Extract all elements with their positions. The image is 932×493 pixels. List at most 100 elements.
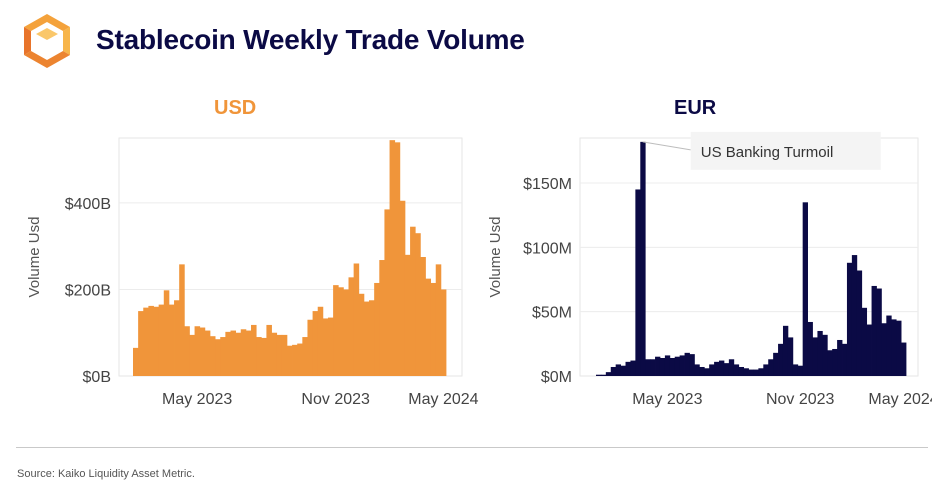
usd-bar xyxy=(189,334,195,376)
usd-bar xyxy=(312,311,319,376)
page-title: Stablecoin Weekly Trade Volume xyxy=(96,24,525,55)
usd-x-tick-label: Nov 2023 xyxy=(301,391,370,408)
usd-bar xyxy=(174,300,180,376)
eur-bar xyxy=(787,337,794,376)
usd-bar xyxy=(343,289,349,376)
usd-volume-chart: $0B $200B $400B May 2023 Nov 2023 May 2024 Vol… xyxy=(26,137,479,408)
eur-annotation-box xyxy=(690,131,881,170)
usd-bar xyxy=(138,311,144,376)
eur-bar xyxy=(817,330,823,376)
usd-bar xyxy=(394,142,401,376)
usd-x-tick-label: May 2024 xyxy=(408,391,478,408)
source-note: Source: Kaiko Liquidity Asset Metric. xyxy=(17,468,195,480)
eur-bar xyxy=(901,342,907,376)
usd-x-tick-label: May 2023 xyxy=(162,391,232,408)
usd-bar xyxy=(199,327,206,376)
usd-bar xyxy=(302,337,308,376)
usd-bar xyxy=(384,209,390,376)
usd-bar xyxy=(333,285,339,376)
eur-bar xyxy=(876,288,882,376)
usd-bar xyxy=(143,307,149,376)
eur-bar xyxy=(861,307,868,376)
usd-bar xyxy=(184,326,190,376)
eur-bar xyxy=(650,359,656,376)
eur-bar xyxy=(640,141,646,376)
eur-bar xyxy=(615,364,621,376)
eur-bar xyxy=(778,343,784,376)
usd-bar xyxy=(240,329,247,376)
eur-bar xyxy=(728,359,735,376)
eur-x-tick-label: Nov 2023 xyxy=(766,391,835,408)
usd-bar xyxy=(420,257,426,376)
eur-bar xyxy=(827,350,833,376)
eur-bar xyxy=(743,368,749,376)
eur-bar xyxy=(645,359,651,376)
usd-bar xyxy=(327,317,334,376)
eur-annotation-label: US Banking Turmoil xyxy=(701,144,834,161)
eur-bar xyxy=(891,319,897,376)
eur-bar xyxy=(669,357,676,376)
eur-bar xyxy=(758,368,764,376)
eur-bar xyxy=(773,352,779,376)
usd-bar xyxy=(220,337,226,376)
eur-bar xyxy=(812,337,818,376)
eur-bar xyxy=(792,364,799,376)
usd-bar xyxy=(276,334,283,376)
eur-bar xyxy=(763,364,769,376)
usd-bar xyxy=(194,326,201,376)
usd-bar xyxy=(292,344,298,376)
eur-bar xyxy=(596,374,602,376)
usd-bar xyxy=(251,324,257,376)
eur-bar xyxy=(851,255,858,376)
usd-bar xyxy=(322,318,329,376)
usd-bar xyxy=(307,319,313,376)
eur-bar xyxy=(886,315,892,376)
usd-bar xyxy=(353,263,360,376)
usd-bar xyxy=(369,300,375,376)
usd-y-tick-label: $200B xyxy=(65,282,111,299)
eur-bar xyxy=(605,372,612,376)
usd-bar xyxy=(297,343,303,376)
usd-bar xyxy=(204,330,211,376)
usd-bar xyxy=(153,306,160,376)
eur-bar xyxy=(768,359,774,376)
usd-bar xyxy=(317,306,324,376)
usd-bar xyxy=(374,282,380,376)
usd-bar xyxy=(281,334,288,376)
usd-bar xyxy=(179,264,185,376)
usd-bar xyxy=(425,278,432,376)
eur-annotation-pointer xyxy=(642,141,691,151)
eur-bar xyxy=(807,321,813,376)
eur-bar xyxy=(802,202,808,376)
usd-bar xyxy=(440,289,447,376)
usd-bar xyxy=(261,337,267,376)
usd-bar xyxy=(256,337,262,376)
usd-chart-title: USD xyxy=(214,97,257,119)
usd-y-tick-label: $400B xyxy=(65,196,111,213)
usd-bar xyxy=(230,330,237,376)
usd-bar xyxy=(225,331,231,376)
usd-bar xyxy=(271,332,278,376)
eur-bar xyxy=(664,355,671,376)
usd-bar xyxy=(410,226,416,376)
eur-bar xyxy=(679,355,685,376)
eur-x-tick-label: May 2023 xyxy=(632,391,702,408)
usd-bar xyxy=(133,347,139,376)
eur-bar xyxy=(630,360,636,376)
usd-y-axis-label: Volume Usd xyxy=(26,217,43,298)
eur-chart-title: EUR xyxy=(674,97,717,119)
usd-bar xyxy=(209,336,216,376)
eur-bar xyxy=(846,262,853,376)
eur-volume-chart: $0M $50M $100M $150M May 2023 Nov 2023 May 202… xyxy=(487,131,932,408)
eur-bar xyxy=(832,348,838,376)
usd-bar xyxy=(245,330,252,376)
usd-bar xyxy=(235,332,242,376)
usd-y-tick-label: $0B xyxy=(83,369,111,386)
usd-bar xyxy=(266,324,272,376)
eur-bar xyxy=(694,364,700,376)
usd-bar xyxy=(430,282,437,376)
eur-bar xyxy=(684,352,690,376)
eur-bar xyxy=(822,334,828,376)
usd-bar xyxy=(168,304,175,376)
eur-bar xyxy=(714,361,720,376)
